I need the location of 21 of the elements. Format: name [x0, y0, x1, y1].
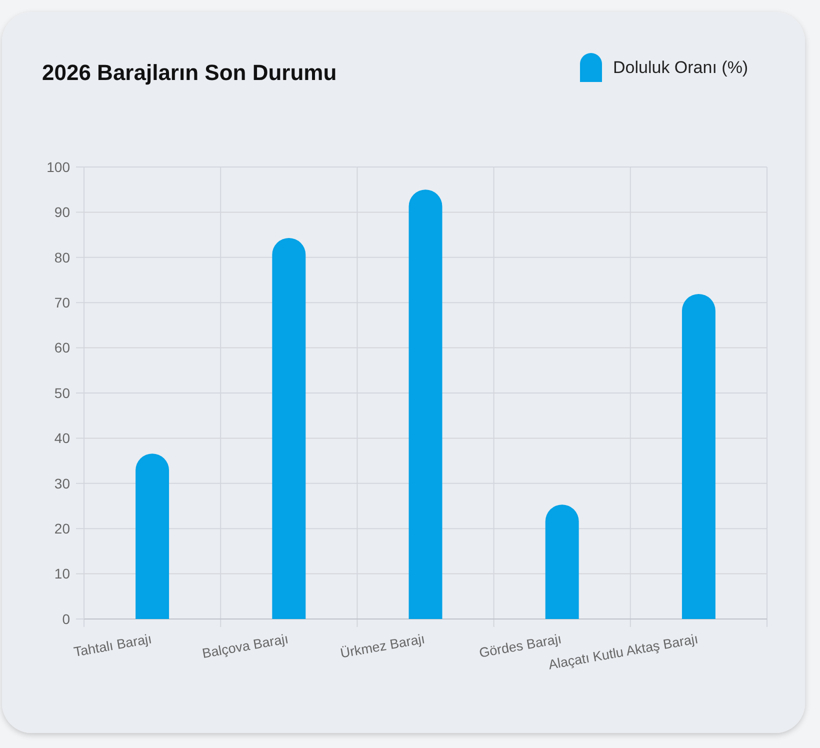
chart-title: 2026 Barajların Son Durumu: [42, 60, 337, 85]
x-tick-label: Ürkmez Barajı: [339, 631, 426, 661]
y-tick-label: 100: [46, 158, 70, 175]
y-tick-label: 20: [54, 520, 70, 536]
bar: [682, 294, 716, 619]
y-tick-label: 50: [54, 384, 70, 401]
y-tick-label: 80: [54, 249, 70, 266]
bar: [272, 238, 306, 619]
x-tick-label: Balçova Barajı: [201, 631, 290, 662]
bar: [408, 190, 442, 619]
bar: [545, 504, 579, 619]
y-tick-label: 40: [54, 430, 70, 446]
y-tick-label: 0: [62, 610, 70, 627]
y-tick-label: 30: [54, 475, 70, 492]
y-tick-label: 10: [54, 566, 70, 582]
y-tick-label: 70: [54, 294, 70, 310]
bar: [136, 454, 170, 619]
y-tick-label: 60: [54, 340, 70, 356]
x-tick-label: Tahtalı Barajı: [72, 631, 153, 660]
y-tick-label: 90: [54, 204, 70, 220]
legend-label: Doluluk Oranı (%): [613, 58, 748, 77]
